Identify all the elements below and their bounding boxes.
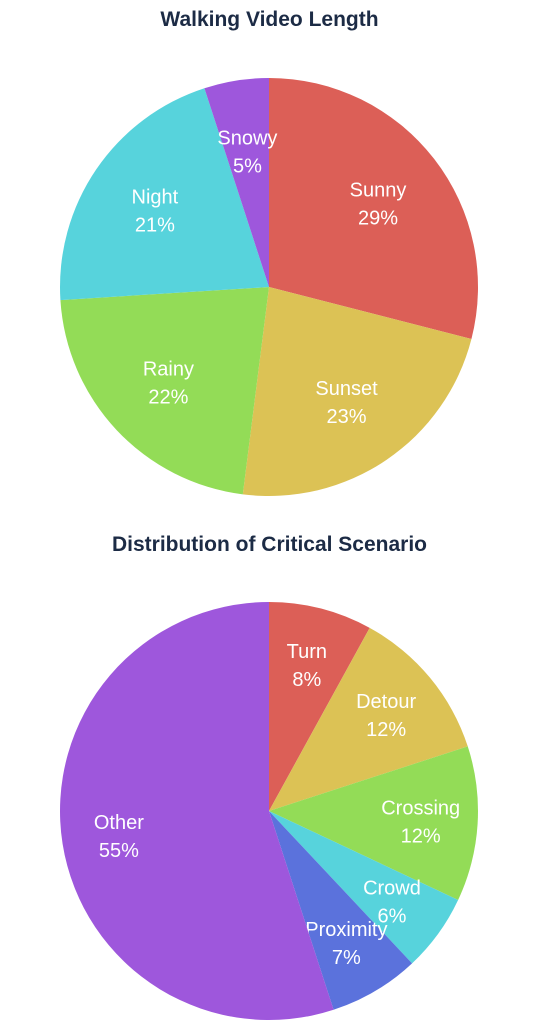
slice-percent-sunset: 23% xyxy=(327,406,367,428)
chart-title-walking-video-length: Walking Video Length xyxy=(160,8,379,31)
pie-slice-sunset xyxy=(242,287,472,496)
slice-percent-turn: 8% xyxy=(292,669,321,691)
pie-slice-sunny xyxy=(269,78,478,339)
pie-chart-critical-scenario: Turn 8% Detour 12% Crossing 12% Crowd 6%Proximi… xyxy=(59,602,478,1020)
slice-label-proximity: Proximity xyxy=(305,919,387,941)
slice-percent-night: 21% xyxy=(135,214,175,236)
slice-label-crossing: Crossing xyxy=(381,798,460,820)
slice-label-rainy: Rainy xyxy=(143,358,194,380)
slice-label-detour: Detour xyxy=(356,691,416,713)
slice-label-sunset: Sunset xyxy=(315,378,378,400)
slice-percent-crossing: 12% xyxy=(401,826,441,848)
pie-slice-crossing xyxy=(269,746,478,900)
slice-percent-snowy: 5% xyxy=(233,156,262,178)
pie-slice-proximity xyxy=(269,811,413,1010)
slice-label-sunny: Sunny xyxy=(350,179,407,201)
slice-label-turn: Turn xyxy=(287,641,327,663)
slice-label-other: Other xyxy=(94,812,144,834)
pie-slice-rainy xyxy=(60,287,269,495)
slice-label-night: Night xyxy=(132,186,179,208)
slice-label-snowy: Snowy xyxy=(217,128,277,150)
chart-title-critical-scenario: Distribution of Critical Scenario xyxy=(111,533,428,556)
pie-slice-other xyxy=(59,602,334,1020)
slice-percent-crowd: 6% xyxy=(378,905,407,927)
slice-percent-proximity: 7% xyxy=(332,947,361,969)
pie-slice-snowy xyxy=(204,78,269,287)
slice-percent-other: 55% xyxy=(99,840,139,862)
slice-percent-rainy: 22% xyxy=(148,386,188,408)
pie-slice-detour xyxy=(269,627,468,811)
slice-label-crowd: Crowd xyxy=(363,877,421,899)
pie-slice-crowd xyxy=(269,811,459,964)
slice-percent-detour: 12% xyxy=(366,719,406,741)
pie-chart-walking-video-length: Sunny 29% Sunset 23% Rainy 22% Night 21% Snowy 5% xyxy=(60,78,478,496)
pie-slice-night xyxy=(60,88,269,301)
pie-slice-turn xyxy=(269,602,370,811)
slice-percent-sunny: 29% xyxy=(358,207,398,229)
